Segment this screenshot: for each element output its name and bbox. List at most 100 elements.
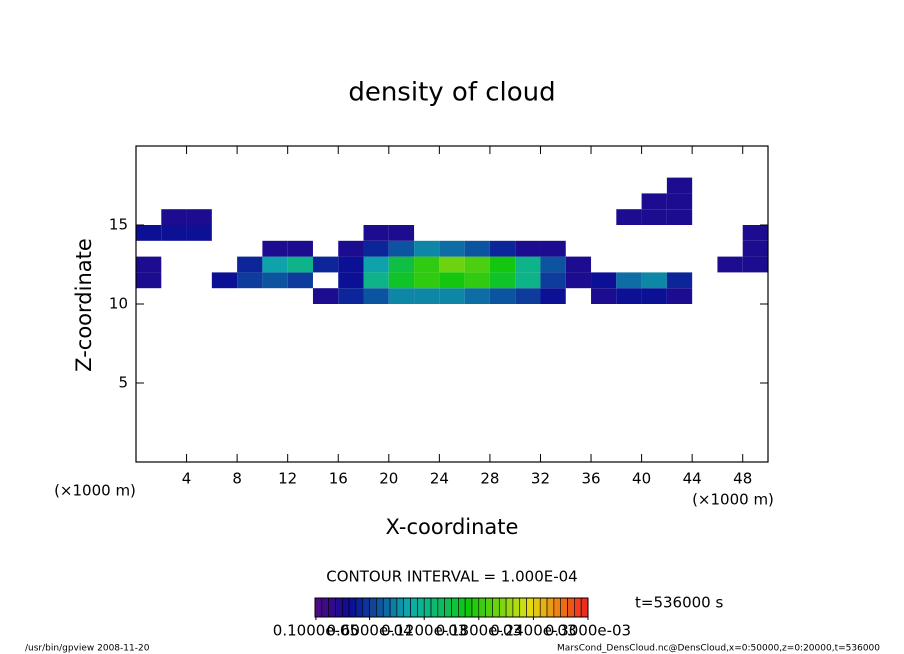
x-tick-label: 48	[733, 470, 752, 488]
cell	[338, 288, 364, 304]
colorbar-step	[417, 597, 425, 618]
colorbar-step	[539, 597, 548, 618]
colorbar-step	[321, 597, 329, 618]
colorbar-tick-label: 0.6000e-04	[326, 622, 412, 640]
cell	[287, 272, 313, 289]
colorbar-step	[389, 597, 398, 618]
colorbar-step	[451, 597, 459, 618]
cell	[262, 240, 288, 257]
x-tick-label: 12	[278, 470, 297, 488]
cell	[439, 288, 465, 304]
cell	[161, 225, 187, 241]
cell	[287, 256, 313, 273]
colorbar-tick-label: 0.1000e-05	[273, 622, 359, 640]
cell	[363, 225, 389, 241]
cell	[540, 240, 566, 257]
colorbar-step	[423, 597, 432, 618]
cell	[666, 288, 693, 304]
cell	[489, 240, 516, 257]
x-tick-label: 20	[379, 470, 398, 488]
cell	[717, 256, 743, 273]
cell	[742, 225, 768, 241]
x-unit: (×1000 m)	[54, 482, 136, 500]
cell	[262, 256, 288, 273]
cell	[641, 209, 667, 225]
cell	[414, 272, 440, 289]
colorbar-step	[444, 597, 452, 618]
cell	[338, 240, 364, 257]
cell	[641, 272, 667, 289]
colorbar-tick-label: 0.2400e-03	[490, 622, 576, 640]
cell	[312, 256, 339, 273]
colorbar-step	[478, 597, 486, 618]
cell	[666, 209, 693, 225]
cell	[641, 288, 667, 304]
cell	[515, 240, 541, 257]
cell	[211, 272, 238, 289]
cell	[363, 256, 389, 273]
colorbar-step	[567, 597, 575, 618]
y-tick-label: 5	[118, 374, 128, 392]
cell	[186, 225, 212, 241]
cell	[237, 272, 263, 289]
cell	[414, 288, 440, 304]
cell	[338, 256, 364, 273]
x-tick-label: 16	[329, 470, 348, 488]
colorbar-step	[464, 597, 473, 618]
cell	[136, 256, 162, 273]
cell	[515, 256, 541, 273]
cell	[489, 256, 516, 273]
colorbar-step	[382, 597, 391, 618]
cell	[464, 240, 490, 257]
cell	[161, 209, 187, 225]
cell	[616, 272, 642, 289]
colorbar-step	[335, 597, 343, 618]
cell	[363, 240, 389, 257]
cell	[388, 256, 415, 273]
cell	[616, 209, 642, 225]
cell	[414, 256, 440, 273]
contour-interval: CONTOUR INTERVAL = 1.000E-04	[326, 568, 577, 586]
footer: MarsCond_DensCloud.nc@DensCloud,x=0:5000…	[557, 644, 880, 654]
cell	[666, 177, 693, 194]
cell	[312, 288, 339, 304]
cell	[388, 225, 415, 241]
colorbar-step	[580, 597, 589, 618]
cell	[616, 288, 642, 304]
chart-title: density of cloud	[348, 78, 555, 108]
y-tick-label: 10	[109, 295, 128, 313]
cell	[237, 256, 263, 273]
cell	[489, 272, 516, 289]
colorbar-step	[485, 597, 493, 618]
cell	[136, 272, 162, 289]
colorbar-step	[410, 597, 418, 618]
x-axis-label: X-coordinate	[386, 515, 519, 539]
cell	[666, 193, 693, 210]
cell	[565, 256, 592, 273]
colorbar-step	[526, 597, 534, 618]
cell	[439, 240, 465, 257]
cell	[287, 240, 313, 257]
colorbar-tick-label: 0.3000e-03	[545, 622, 631, 640]
cell	[464, 272, 490, 289]
cell	[540, 288, 566, 304]
cell	[414, 240, 440, 257]
footer: /usr/bin/gpview 2008-11-20	[25, 644, 150, 654]
cell	[565, 272, 592, 289]
cell	[439, 256, 465, 273]
colorbar-tick-label: 0.1200e-03	[381, 622, 467, 640]
cell	[363, 288, 389, 304]
cell	[641, 193, 667, 210]
cell	[388, 240, 415, 257]
cell	[742, 240, 768, 257]
colorbar-step	[403, 597, 411, 618]
colorbar-tick-label: 0.1800e-03	[436, 622, 522, 640]
colorbar-step	[546, 597, 555, 618]
colorbar-step	[505, 597, 514, 618]
cell	[363, 272, 389, 289]
cell	[540, 272, 566, 289]
colorbar-step	[437, 597, 445, 618]
colorbar-step	[512, 597, 521, 618]
colorbar-step	[362, 597, 370, 618]
